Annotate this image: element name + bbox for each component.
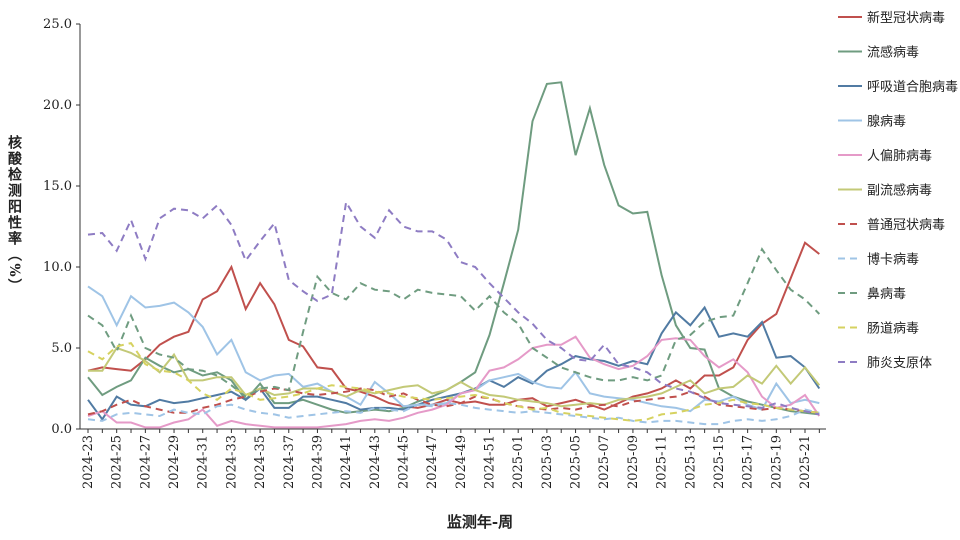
x-tick-label: 2025-01: [511, 435, 526, 489]
x-tick-label: 2024-29: [167, 435, 182, 489]
series-line: [87, 402, 820, 426]
series-line: [87, 241, 820, 411]
x-tick-label: 2024-27: [138, 435, 153, 489]
series-line: [87, 335, 821, 429]
x-tick-label: 2024-37: [282, 435, 297, 489]
x-tick-label: 2025-05: [569, 435, 584, 489]
legend-label: 流感病毒: [867, 45, 919, 61]
legend-label: 人偏肺病毒: [867, 149, 932, 164]
legend-label: 博卡病毒: [867, 253, 919, 268]
x-tick-label: 2024-51: [483, 435, 498, 489]
series-line: [87, 387, 820, 416]
legend-label: 副流感病毒: [867, 183, 932, 199]
y-tick-label: 0.0: [51, 422, 72, 437]
x-tick-label: 2024-45: [396, 435, 411, 489]
x-tick-label: 2025-15: [712, 435, 727, 489]
x-tick-label: 2024-25: [110, 435, 125, 489]
x-tick-label: 2025-17: [741, 435, 756, 489]
x-tick-label: 2024-49: [454, 435, 469, 489]
x-tick-label: 2025-19: [769, 435, 784, 489]
x-tick-label: 2025-21: [798, 435, 813, 489]
legend-label: 普通冠状病毒: [867, 218, 945, 233]
y-tick-label: 25.0: [43, 17, 72, 32]
x-tick-label: 2024-39: [310, 435, 325, 489]
y-axis-title: 核酸检测阳性率（%）: [6, 135, 23, 295]
series-line: [88, 346, 821, 408]
legend-label: 腺病毒: [867, 115, 906, 130]
series-line: [87, 247, 821, 398]
legend-label: 肺炎支原体: [867, 356, 932, 371]
x-tick-label: 2024-23: [81, 435, 96, 489]
y-tick-label: 20.0: [43, 98, 72, 113]
legend-label: 新型冠状病毒: [867, 10, 945, 26]
x-tick-label: 2024-31: [196, 435, 211, 489]
x-tick-label: 2024-33: [224, 435, 239, 489]
x-tick-label: 2024-35: [253, 435, 268, 489]
x-tick-label: 2025-07: [597, 435, 612, 489]
x-tick-label: 2024-47: [425, 435, 440, 489]
x-tick-label: 2024-43: [368, 435, 383, 489]
legend-label: 鼻病毒: [867, 286, 906, 302]
x-tick-label: 2025-13: [683, 435, 698, 489]
x-tick-label: 2025-09: [626, 435, 641, 489]
series-line: [87, 341, 820, 422]
series-line: [87, 81, 820, 416]
y-tick-label: 10.0: [43, 260, 72, 275]
y-tick-label: 5.0: [51, 341, 72, 356]
legend-label: 呼吸道合胞病毒: [867, 80, 958, 95]
legend-label: 肠道病毒: [867, 322, 919, 337]
x-tick-label: 2025-03: [540, 435, 555, 489]
x-tick-label: 2024-41: [339, 435, 354, 489]
y-tick-label: 15.0: [43, 179, 72, 194]
x-tick-label: 2025-11: [655, 435, 670, 489]
x-axis-title: 监测年-周: [447, 513, 513, 531]
